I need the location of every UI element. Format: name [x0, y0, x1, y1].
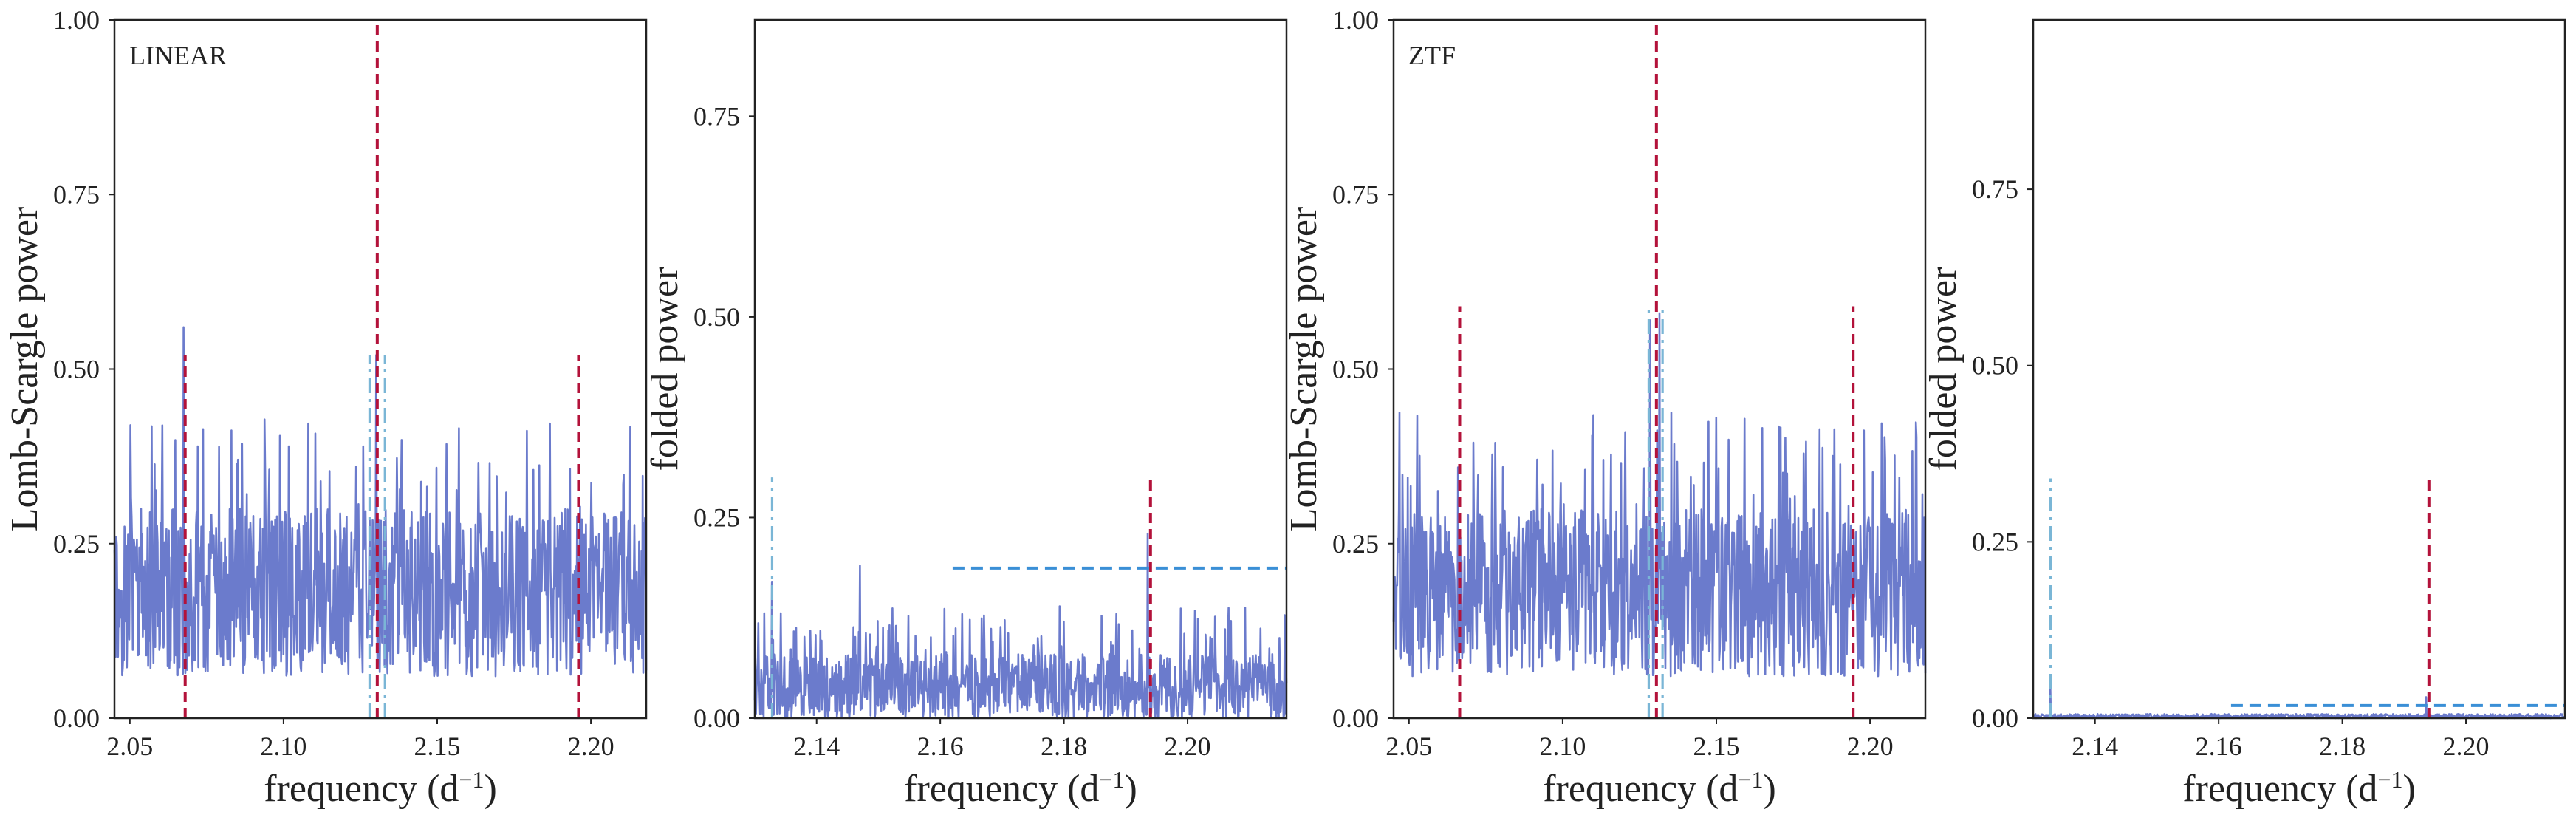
- plot-frame: [2032, 18, 2566, 720]
- panel-label: LINEAR: [129, 41, 227, 70]
- x-tick-label: 2.20: [1847, 732, 1894, 761]
- y-axis-label: Lomb-Scargle power: [4, 207, 46, 531]
- y-tick-label: 0.25: [1972, 527, 2018, 556]
- ticks: 2.14 2.16 2.18 2.20 0.00 0.25 0.50 0.75: [693, 101, 1211, 761]
- x-tick-label: 2.20: [568, 732, 614, 761]
- y-tick-label: 0.75: [53, 180, 100, 209]
- x-tick-label: 2.16: [917, 732, 964, 761]
- marker-lines: [2049, 478, 2565, 718]
- y-tick-label: 0.50: [1972, 351, 2018, 381]
- y-axis-label: folded power: [1922, 267, 1964, 471]
- y-tick-label: 0.50: [693, 302, 740, 332]
- y-tick-label: 0.50: [1332, 355, 1379, 384]
- y-tick-label: 0.25: [693, 502, 740, 532]
- marker-lines: [1458, 20, 1855, 718]
- folded-series: [753, 532, 1288, 720]
- ticks: 2.05 2.10 2.15 2.20 0.00 0.25 0.50 0.75 1.00: [1332, 5, 1894, 761]
- x-tick-label: 2.10: [260, 732, 306, 761]
- power-line: [753, 532, 1288, 720]
- y-tick-label: 0.25: [1332, 529, 1379, 559]
- y-tick-label: 0.00: [1972, 703, 2018, 733]
- panel-label: ZTF: [1408, 41, 1456, 70]
- power-line: [2032, 682, 2566, 720]
- x-axis-label: frequency (d−1): [264, 766, 497, 810]
- x-axis-label: frequency (d−1): [904, 766, 1137, 810]
- x-tick-label: 2.15: [1693, 732, 1739, 761]
- panel-linear-folded: 2.14 2.16 2.18 2.20 0.00 0.25 0.50 0.75 frequen…: [644, 18, 1288, 810]
- y-tick-label: 0.50: [53, 355, 100, 384]
- y-axis-label: folded power: [644, 267, 686, 471]
- panel-ztf-folded: 2.14 2.16 2.18 2.20 0.00 0.25 0.50 0.75 frequen…: [1922, 18, 2566, 810]
- plot-frame: [753, 18, 1288, 720]
- marker-lines: [183, 20, 580, 718]
- periodogram-series: [113, 326, 648, 678]
- x-tick-label: 2.05: [106, 732, 153, 761]
- x-axis-label: frequency (d−1): [1543, 766, 1776, 810]
- y-tick-label: 1.00: [53, 5, 100, 35]
- y-tick-label: 0.00: [693, 703, 740, 733]
- ticks: 2.05 2.10 2.15 2.20 0.00 0.25 0.50 0.75 1.00: [53, 5, 614, 761]
- x-tick-label: 2.14: [793, 732, 840, 761]
- x-tick-label: 2.20: [1165, 732, 1211, 761]
- folded-series: [2032, 682, 2566, 720]
- y-tick-label: 0.75: [693, 101, 740, 131]
- power-line: [1392, 312, 1927, 678]
- panel-ztf-periodogram: 2.05 2.10 2.15 2.20 0.00 0.25 0.50 0.75 1.00 ZTF…: [1283, 5, 1927, 810]
- y-tick-label: 0.25: [53, 529, 100, 559]
- x-tick-label: 2.20: [2443, 732, 2490, 761]
- marker-lines: [770, 477, 1287, 718]
- x-tick-label: 2.16: [2196, 732, 2242, 761]
- x-tick-label: 2.18: [2319, 732, 2366, 761]
- x-tick-label: 2.18: [1041, 732, 1087, 761]
- x-tick-label: 2.10: [1539, 732, 1586, 761]
- y-tick-label: 1.00: [1332, 5, 1379, 35]
- x-tick-label: 2.15: [414, 732, 460, 761]
- x-tick-label: 2.05: [1385, 732, 1432, 761]
- y-axis-label: Lomb-Scargle power: [1283, 207, 1325, 531]
- y-tick-label: 0.75: [1972, 174, 2018, 204]
- x-tick-label: 2.14: [2072, 732, 2118, 761]
- periodogram-series: [1392, 312, 1927, 678]
- x-axis-label: frequency (d−1): [2182, 766, 2416, 810]
- panel-linear-periodogram: 2.05 2.10 2.15 2.20 0.00 0.25 0.50 0.75 1.00 LIN…: [4, 5, 648, 810]
- y-tick-label: 0.00: [53, 703, 100, 733]
- y-tick-label: 0.00: [1332, 703, 1379, 733]
- y-tick-label: 0.75: [1332, 180, 1379, 209]
- ticks: 2.14 2.16 2.18 2.20 0.00 0.25 0.50 0.75: [1972, 174, 2490, 761]
- power-line: [113, 326, 648, 678]
